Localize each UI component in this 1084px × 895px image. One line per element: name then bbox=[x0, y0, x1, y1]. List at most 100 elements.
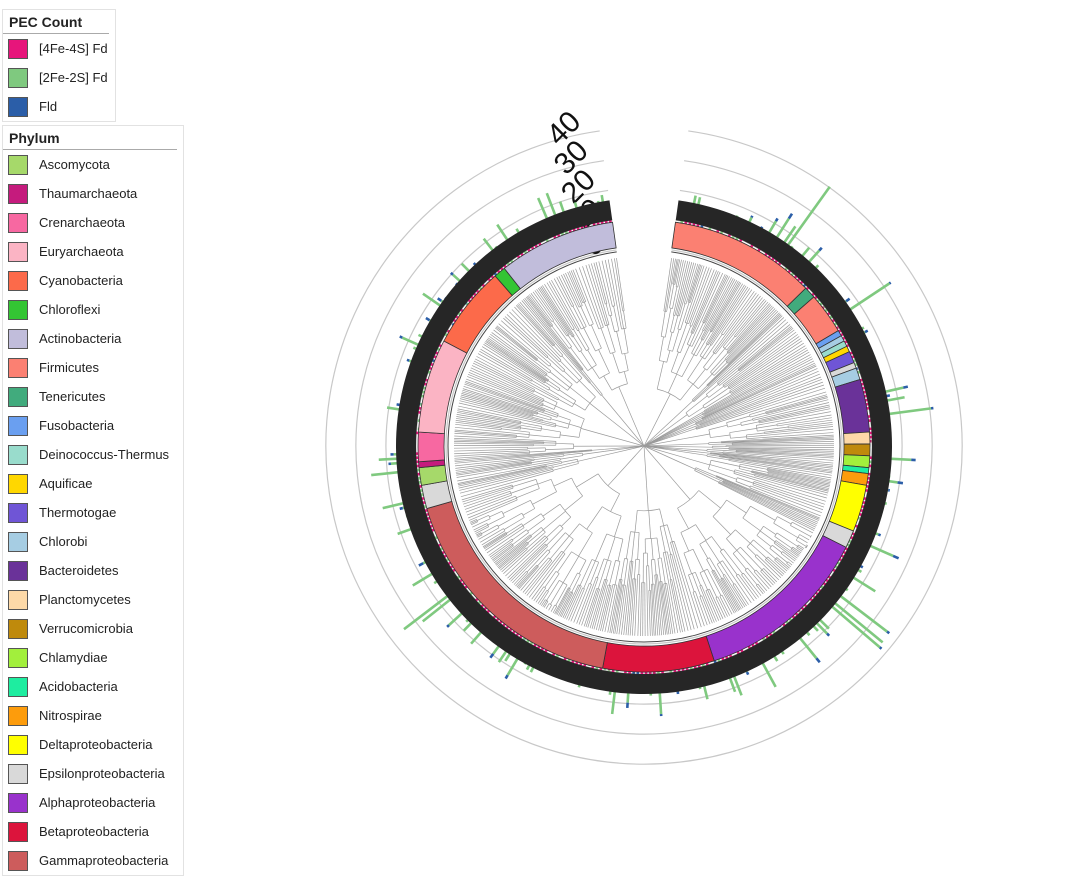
phylum-legend-item-cyanobacteria: Cyanobacteria bbox=[3, 266, 183, 295]
phylum-legend-item-aquificae: Aquificae bbox=[3, 469, 183, 498]
tree-branch bbox=[718, 597, 728, 617]
phylum-legend-swatch-chlamydiae bbox=[8, 648, 28, 668]
tree-branch bbox=[569, 271, 582, 303]
tree-branch bbox=[489, 539, 512, 555]
tree-branch bbox=[743, 506, 751, 518]
tree-branch bbox=[590, 579, 604, 628]
tree-branch bbox=[628, 409, 644, 446]
phylum-legend-item-thaumarchaeota: Thaumarchaeota bbox=[3, 179, 183, 208]
tree-branch bbox=[777, 418, 832, 426]
tree-branch bbox=[689, 265, 701, 303]
tree-branch bbox=[569, 524, 579, 536]
tree-branch bbox=[709, 425, 727, 430]
tree-branch bbox=[527, 551, 562, 595]
tree-branch bbox=[670, 542, 694, 629]
tree-branch bbox=[709, 386, 724, 397]
phylum-legend-label: Chlamydiae bbox=[39, 650, 108, 665]
tree-branch bbox=[657, 389, 680, 400]
tree-branch bbox=[573, 270, 586, 302]
tree-branch bbox=[733, 553, 746, 569]
tree-branch bbox=[604, 376, 612, 390]
tree-branch bbox=[727, 500, 747, 513]
phylum-legend-swatch-chloroflexi bbox=[8, 300, 28, 320]
tree-branch bbox=[632, 532, 635, 561]
tree-branch bbox=[560, 592, 572, 616]
tree-branch bbox=[613, 421, 644, 446]
tree-branch bbox=[716, 598, 725, 618]
phylum-legend-label: Acidobacteria bbox=[39, 679, 118, 694]
tree-branch bbox=[651, 539, 653, 560]
tree-branch bbox=[671, 352, 678, 372]
phylum-segment bbox=[844, 444, 870, 456]
tree-branch bbox=[516, 436, 528, 437]
tree-branch bbox=[647, 486, 649, 511]
tree-branch bbox=[534, 391, 557, 403]
tree-branch bbox=[761, 571, 774, 585]
phylum-legend-label: Epsilonproteobacteria bbox=[39, 766, 165, 781]
phylum-legend-swatch-chlorobi bbox=[8, 532, 28, 552]
phylum-legend-label: Alphaproteobacteria bbox=[39, 795, 155, 810]
pec-bar bbox=[747, 672, 748, 675]
tree-branch bbox=[602, 395, 619, 415]
pec-bar bbox=[880, 647, 882, 649]
tree-branch bbox=[468, 498, 516, 518]
tree-branch bbox=[693, 369, 705, 384]
pec-bar bbox=[400, 508, 403, 509]
tree-branch bbox=[605, 435, 644, 446]
pec-legend-item-2fe-2s-fd: [2Fe-2S] Fd bbox=[3, 63, 115, 92]
tree-branch bbox=[649, 511, 651, 539]
tree-branch bbox=[454, 449, 528, 451]
tree-branch bbox=[579, 560, 586, 574]
phylum-segment bbox=[418, 432, 444, 462]
tree-branch bbox=[728, 424, 741, 427]
phylum-legend-label: Chlorobi bbox=[39, 534, 87, 549]
pec-bar bbox=[733, 236, 734, 237]
phylum-legend-item-tenericutes: Tenericutes bbox=[3, 382, 183, 411]
phylum-legend-item-thermotogae: Thermotogae bbox=[3, 498, 183, 527]
tree-branch bbox=[586, 265, 605, 326]
tree-branch bbox=[572, 478, 583, 496]
tree-branch bbox=[579, 419, 584, 437]
tree-branch bbox=[677, 345, 690, 374]
pec-legend-item-4fe-4s-fd: [4Fe-4S] Fd bbox=[3, 34, 115, 63]
tree-branch bbox=[684, 444, 709, 445]
tree-branch bbox=[534, 456, 564, 460]
phylum-legend-label: Deltaproteobacteria bbox=[39, 737, 152, 752]
phylum-legend-item-deinococcus-thermus: Deinococcus-Thermus bbox=[3, 440, 183, 469]
pec-bar bbox=[829, 598, 883, 642]
tree-branch bbox=[703, 353, 714, 367]
phylum-legend-swatch-cyanobacteria bbox=[8, 271, 28, 291]
tree-branch bbox=[543, 601, 547, 607]
tree-branch bbox=[639, 559, 640, 574]
tree-branch bbox=[646, 566, 647, 636]
tree-branch bbox=[798, 545, 804, 549]
tree-branch bbox=[580, 524, 593, 533]
tree-branch bbox=[763, 526, 775, 534]
tree-branch bbox=[741, 420, 753, 423]
phylum-legend-title: Phylum bbox=[3, 126, 177, 150]
tree-branch bbox=[579, 577, 596, 624]
pec-bar bbox=[776, 218, 778, 221]
tree-branch bbox=[662, 394, 670, 410]
tree-branch bbox=[579, 533, 593, 556]
tree-branch bbox=[797, 548, 802, 552]
tree-branch bbox=[599, 350, 610, 373]
tree-branch bbox=[619, 387, 629, 409]
tree-branch bbox=[746, 433, 764, 435]
tree-branch bbox=[712, 536, 722, 550]
tree-branch bbox=[617, 331, 622, 354]
phylum-legend-label: Deinococcus-Thermus bbox=[39, 447, 169, 462]
tree-branch bbox=[561, 517, 571, 526]
tree-branch bbox=[638, 533, 640, 560]
tree-branch bbox=[674, 541, 701, 627]
tree-branch bbox=[606, 304, 609, 316]
tree-branch bbox=[722, 595, 732, 614]
tree-branch bbox=[726, 447, 834, 448]
phylum-legend-swatch-thermotogae bbox=[8, 503, 28, 523]
tree-branch bbox=[762, 570, 775, 584]
tree-branch bbox=[564, 371, 577, 383]
tree-branch bbox=[657, 361, 663, 389]
tree-branch bbox=[655, 560, 656, 575]
tree-branch bbox=[701, 585, 716, 622]
